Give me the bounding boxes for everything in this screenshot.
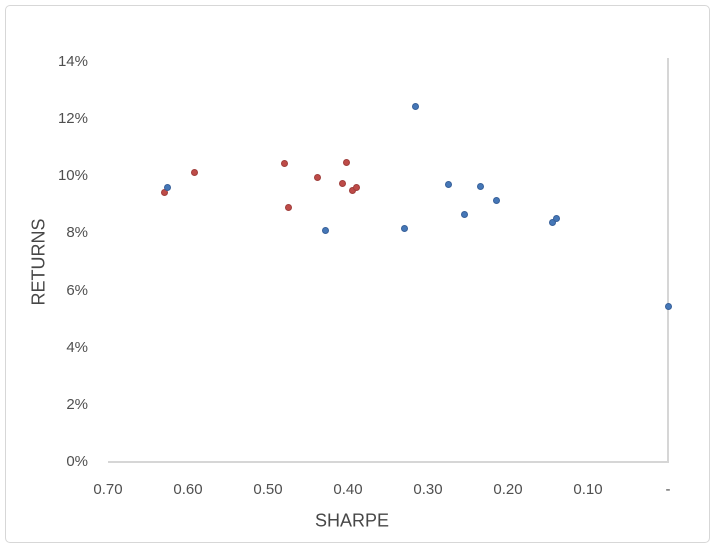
red-series-point — [190, 168, 198, 176]
x-axis-line — [108, 461, 669, 463]
blue-series-point — [163, 184, 171, 192]
red-series-point — [353, 183, 361, 191]
y-tick-label: 14% — [57, 53, 88, 70]
x-tick-label: - — [665, 481, 671, 498]
red-series-point — [342, 158, 350, 166]
blue-series-point — [553, 214, 561, 222]
blue-series-point — [460, 211, 468, 219]
blue-series-point — [548, 218, 556, 226]
x-tick-label: 0.40 — [333, 481, 363, 498]
y-tick-label: 4% — [66, 338, 88, 356]
blue-series-point — [445, 181, 453, 189]
y-tick-label: 8% — [66, 224, 88, 242]
x-tick-label: 0.50 — [253, 481, 283, 498]
y-axis-line — [667, 58, 669, 463]
y-tick-label: 2% — [66, 395, 88, 413]
x-tick-label: 0.10 — [573, 481, 603, 498]
x-tick-label: 0.30 — [413, 481, 443, 498]
blue-series-point — [493, 196, 501, 204]
red-series-point — [280, 159, 288, 167]
x-tick-label: 0.70 — [93, 481, 123, 498]
blue-series-point — [401, 224, 409, 232]
x-axis-title: SHARPE — [314, 510, 390, 531]
y-tick-label: 0% — [66, 453, 88, 470]
blue-series-point — [322, 226, 330, 234]
blue-series-point — [664, 303, 672, 311]
y-tick-label: 10% — [57, 167, 88, 185]
blue-series-point — [477, 183, 485, 191]
x-tick-label: 0.20 — [493, 481, 523, 498]
blue-series-point — [411, 103, 419, 111]
red-series-point — [284, 204, 292, 212]
y-tick-label: 12% — [57, 110, 88, 128]
red-series-point — [338, 179, 346, 187]
y-axis-title: RETURNS — [28, 218, 49, 306]
x-tick-label: 0.60 — [173, 481, 203, 498]
y-tick-label: 6% — [66, 281, 88, 299]
red-series-point — [314, 174, 322, 182]
